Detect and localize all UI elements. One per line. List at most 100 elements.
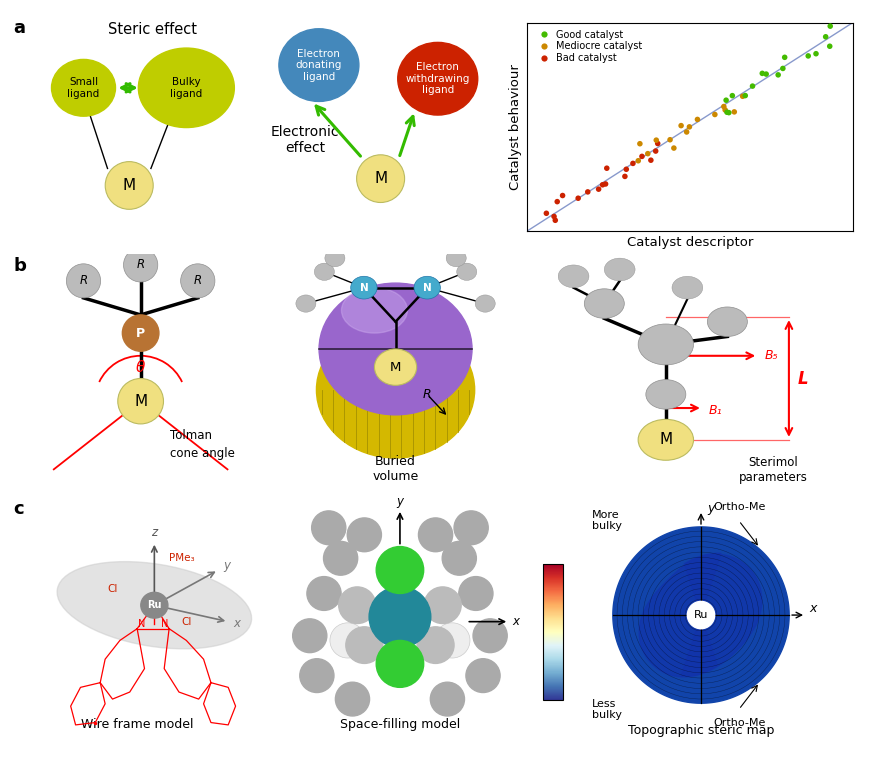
Text: M: M: [134, 394, 147, 409]
Text: Ru: Ru: [693, 610, 708, 620]
Text: M: M: [123, 178, 135, 193]
Text: Ru: Ru: [147, 600, 162, 610]
Circle shape: [458, 577, 493, 610]
Text: z: z: [151, 526, 157, 539]
Circle shape: [418, 518, 452, 552]
Polygon shape: [695, 611, 705, 619]
Text: More
bulky: More bulky: [591, 509, 621, 531]
Point: [571, 192, 585, 204]
Text: Electronic
effect: Electronic effect: [270, 125, 339, 155]
Text: Cl: Cl: [107, 584, 118, 593]
Circle shape: [637, 324, 693, 365]
Polygon shape: [673, 590, 728, 640]
Text: Less
bulky: Less bulky: [591, 699, 621, 721]
Point: [546, 210, 560, 223]
Text: Buried
volume: Buried volume: [372, 456, 418, 483]
Text: parameters: parameters: [738, 471, 807, 484]
Circle shape: [292, 618, 327, 653]
Polygon shape: [681, 598, 719, 632]
Text: N: N: [359, 282, 368, 293]
Polygon shape: [680, 554, 761, 676]
Polygon shape: [629, 545, 772, 685]
Circle shape: [325, 250, 344, 266]
Point: [822, 40, 836, 52]
Point: [550, 195, 564, 207]
Point: [591, 183, 605, 195]
Text: Space-filling model: Space-filling model: [340, 718, 459, 731]
Point: [681, 121, 695, 133]
Text: x: x: [808, 603, 816, 615]
Text: Small
ligand: Small ligand: [68, 77, 99, 98]
Text: cone angle: cone angle: [170, 447, 235, 460]
Circle shape: [181, 263, 215, 298]
Circle shape: [434, 623, 470, 658]
Point: [599, 162, 613, 174]
Ellipse shape: [397, 42, 478, 115]
Point: [617, 170, 631, 182]
X-axis label: Catalyst descriptor: Catalyst descriptor: [626, 236, 752, 250]
Point: [721, 107, 735, 119]
Circle shape: [416, 627, 454, 663]
Circle shape: [446, 250, 465, 266]
Circle shape: [306, 577, 341, 610]
Ellipse shape: [138, 48, 234, 127]
Point: [745, 80, 759, 92]
Text: M: M: [658, 432, 672, 447]
Polygon shape: [638, 553, 720, 677]
Point: [632, 138, 646, 150]
Point: [777, 51, 791, 64]
Point: [595, 179, 609, 191]
Text: L: L: [797, 369, 808, 388]
Text: θ: θ: [136, 360, 145, 375]
Legend: Good catalyst, Mediocre catalyst, Bad catalyst: Good catalyst, Mediocre catalyst, Bad ca…: [532, 27, 643, 65]
Point: [759, 68, 773, 80]
Text: x: x: [512, 615, 519, 628]
Text: N: N: [161, 619, 168, 629]
Circle shape: [329, 623, 365, 658]
Circle shape: [454, 511, 487, 545]
Text: x: x: [233, 618, 240, 631]
Point: [800, 50, 814, 62]
Text: y: y: [396, 496, 403, 509]
Circle shape: [424, 587, 461, 624]
Point: [719, 106, 733, 118]
Polygon shape: [655, 572, 745, 658]
Point: [555, 189, 569, 201]
Polygon shape: [659, 577, 741, 653]
Text: M: M: [374, 171, 386, 186]
Circle shape: [369, 587, 430, 647]
Circle shape: [604, 258, 634, 281]
Text: R: R: [136, 258, 145, 272]
Circle shape: [645, 379, 685, 409]
Circle shape: [335, 682, 369, 716]
Circle shape: [465, 659, 500, 693]
Circle shape: [475, 295, 494, 312]
Text: Cl: Cl: [181, 617, 191, 627]
Point: [650, 138, 664, 150]
Point: [726, 106, 740, 118]
Point: [648, 145, 662, 157]
Circle shape: [457, 263, 476, 280]
Point: [625, 157, 639, 170]
Text: a: a: [13, 19, 25, 37]
Ellipse shape: [278, 29, 358, 101]
Text: Topographic steric map: Topographic steric map: [627, 724, 774, 737]
Polygon shape: [664, 581, 737, 650]
Y-axis label: Catalyst behaviour: Catalyst behaviour: [508, 64, 522, 190]
Ellipse shape: [52, 59, 115, 117]
Text: y: y: [707, 502, 714, 515]
Point: [649, 134, 663, 146]
Circle shape: [122, 315, 159, 351]
Point: [634, 151, 648, 163]
Text: R: R: [422, 388, 431, 401]
Text: N: N: [422, 282, 431, 293]
Point: [539, 207, 553, 220]
Circle shape: [374, 349, 416, 385]
Point: [707, 108, 721, 120]
Point: [775, 62, 789, 74]
Circle shape: [672, 276, 702, 299]
Circle shape: [637, 419, 693, 460]
Polygon shape: [633, 550, 767, 681]
Circle shape: [296, 295, 315, 312]
Circle shape: [118, 378, 163, 424]
